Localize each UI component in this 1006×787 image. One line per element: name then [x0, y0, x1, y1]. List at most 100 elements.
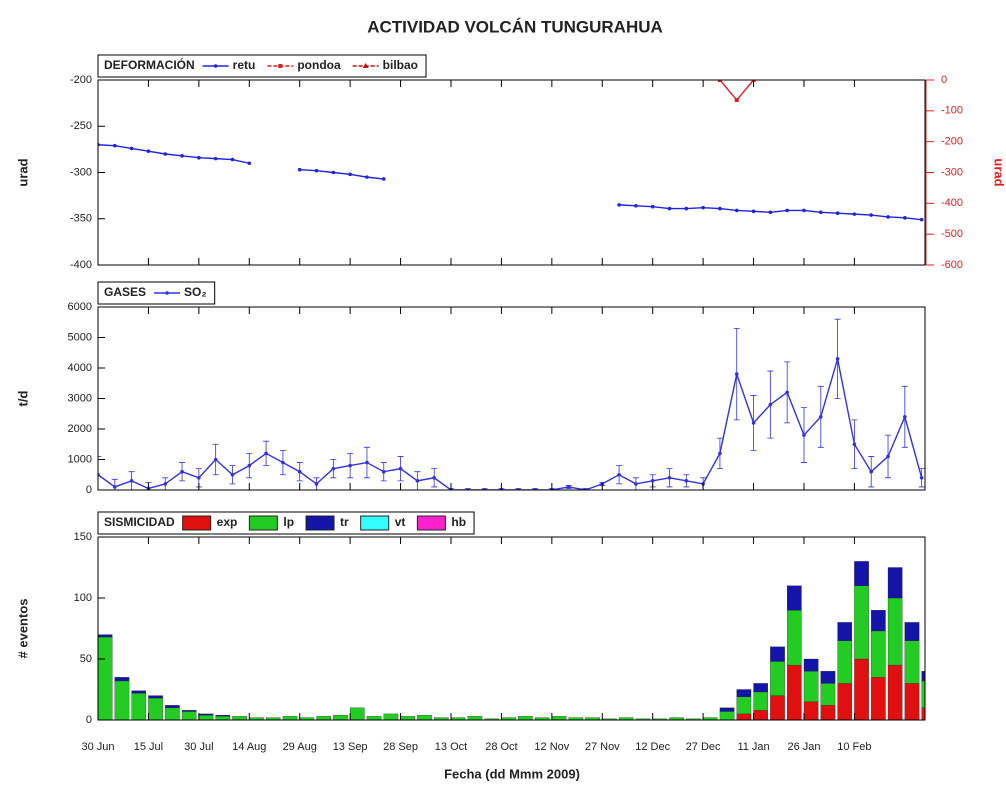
- marker: [852, 212, 857, 216]
- x-tick-label: 11 Jan: [737, 741, 769, 753]
- y-tick-label: 50: [80, 653, 92, 665]
- bar: [366, 716, 382, 720]
- marker: [650, 479, 655, 483]
- marker: [163, 482, 168, 486]
- x-tick-label: 27 Dec: [686, 741, 721, 753]
- plot-frame: [97, 306, 926, 491]
- x-tick-label: 28 Sep: [383, 741, 418, 753]
- marker: [886, 215, 890, 219]
- y-axis-label: t/d: [15, 391, 30, 407]
- bar: [148, 695, 163, 699]
- x-tick-label: 13 Sep: [333, 741, 368, 753]
- plot-area: [98, 318, 925, 490]
- bar: [198, 714, 214, 720]
- marker: [331, 170, 336, 175]
- marker: [129, 146, 134, 151]
- bar: [736, 696, 752, 715]
- marker: [718, 451, 722, 456]
- marker: [278, 64, 283, 68]
- y-tick-label: -400: [70, 259, 92, 271]
- bar: [770, 661, 785, 696]
- marker: [314, 168, 319, 173]
- y-tick-label: 1000: [68, 453, 92, 465]
- bar: [787, 610, 802, 666]
- marker: [247, 161, 252, 166]
- bar: [383, 713, 399, 720]
- marker: [314, 482, 319, 486]
- marker: [802, 433, 806, 437]
- bar: [316, 716, 331, 720]
- bar: [232, 716, 247, 720]
- marker: [634, 204, 638, 208]
- marker: [113, 143, 117, 148]
- error-bar: [98, 456, 101, 490]
- marker: [684, 206, 689, 211]
- legend: DEFORMACIÓN retu pondoa bilbao: [97, 54, 427, 78]
- bar: [736, 689, 752, 697]
- marker: [264, 451, 268, 456]
- legend-frame: [97, 54, 427, 78]
- chart-title: ACTIVIDAD VOLCÁN TUNGURAHUA: [367, 17, 663, 36]
- marker: [869, 213, 874, 217]
- marker: [751, 209, 756, 214]
- x-axis-label: Fecha (dd Mmm 2009): [444, 766, 580, 781]
- marker: [297, 167, 302, 172]
- marker: [634, 482, 638, 486]
- bar: [635, 718, 651, 720]
- y-tick-label: -250: [70, 120, 92, 132]
- marker: [281, 460, 285, 465]
- marker: [213, 457, 218, 462]
- y2-tick-label: -300: [941, 166, 963, 178]
- marker: [197, 476, 201, 480]
- y2-tick-label: -600: [941, 259, 963, 271]
- bar: [837, 683, 853, 720]
- bar: [837, 640, 853, 684]
- marker: [348, 463, 352, 468]
- bar: [198, 713, 214, 716]
- marker: [903, 216, 907, 220]
- bar: [854, 561, 869, 586]
- marker: [398, 466, 403, 471]
- bar: [904, 683, 920, 720]
- marker: [919, 476, 924, 480]
- marker: [650, 204, 655, 209]
- marker: [818, 210, 823, 215]
- marker: [129, 479, 134, 483]
- bar: [753, 683, 768, 693]
- marker: [348, 172, 352, 177]
- marker: [718, 206, 722, 211]
- bar: [753, 691, 768, 711]
- marker: [751, 421, 756, 425]
- marker: [381, 469, 386, 474]
- marker: [566, 485, 571, 489]
- marker: [213, 64, 218, 68]
- bar: [871, 610, 886, 632]
- bar: [736, 713, 752, 720]
- marker: [785, 390, 789, 395]
- legend-label: lp: [283, 515, 294, 529]
- x-tick-label: 10 Feb: [837, 741, 871, 753]
- plot-area: [98, 561, 925, 720]
- x-tick-label: 12 Dec: [635, 741, 670, 753]
- bar: [165, 705, 180, 708]
- marker: [165, 291, 169, 295]
- y2-tick-label: -400: [941, 197, 963, 209]
- marker: [146, 149, 151, 154]
- x-tick-label: 29 Aug: [283, 741, 317, 753]
- y-tick-label: 6000: [68, 301, 92, 313]
- marker: [617, 472, 621, 477]
- bar: [98, 634, 113, 638]
- bar: [871, 677, 886, 720]
- y-tick-label: 0: [86, 714, 92, 726]
- y-axis-label: # eventos: [15, 599, 30, 659]
- y-tick-label: -350: [70, 213, 92, 225]
- legend-label: pondoa: [297, 58, 341, 72]
- y2-axis-label: urad: [992, 158, 1006, 186]
- bar: [770, 646, 785, 662]
- bar: [467, 716, 483, 720]
- plot-frame: [97, 79, 926, 266]
- bar: [854, 585, 869, 660]
- bar: [181, 711, 197, 720]
- bar: [686, 718, 701, 720]
